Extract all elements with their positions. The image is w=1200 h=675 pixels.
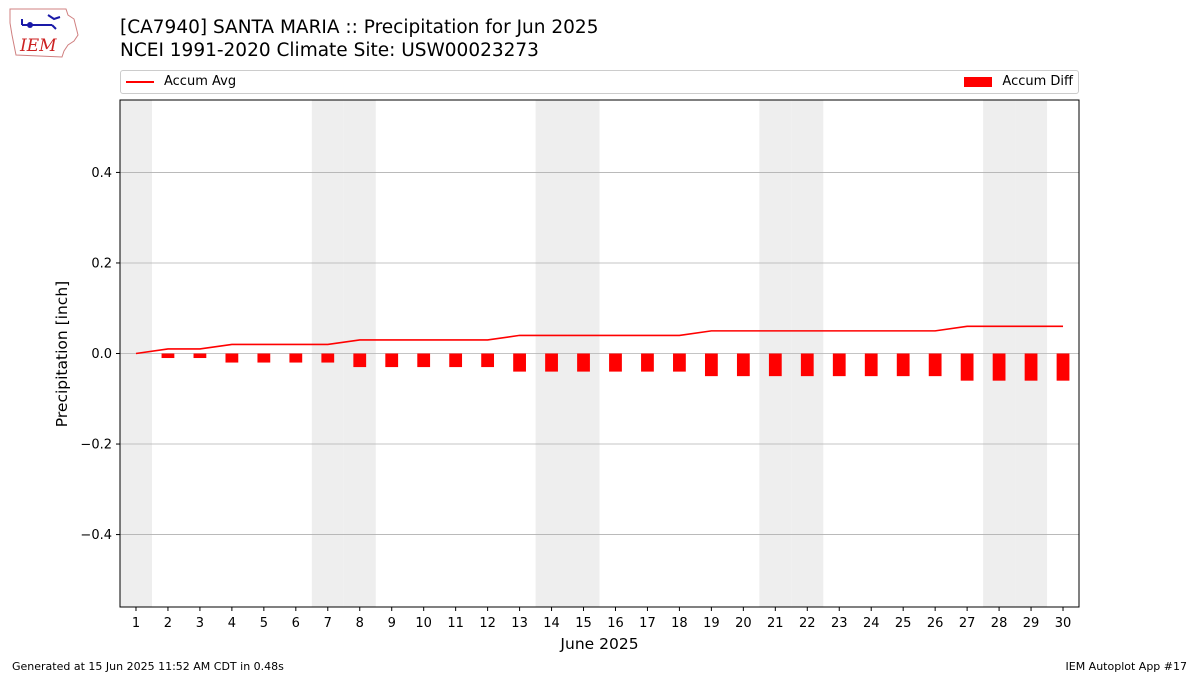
x-tick-label: 13 xyxy=(511,616,528,631)
x-tick-label: 23 xyxy=(831,616,848,631)
x-tick-label: 30 xyxy=(1055,616,1072,631)
accum-diff-bar-day-15 xyxy=(577,353,590,372)
x-tick-label: 8 xyxy=(356,616,364,631)
x-tick-label: 24 xyxy=(863,616,880,631)
accum-diff-bar-day-9 xyxy=(385,353,399,368)
accum-diff-bar-day-2 xyxy=(161,353,175,359)
x-tick-label: 18 xyxy=(671,616,688,631)
accum-diff-bar-day-12 xyxy=(481,353,495,368)
x-tick-label: 19 xyxy=(703,616,720,631)
x-tick-label: 17 xyxy=(639,616,656,631)
accum-diff-bar-day-3 xyxy=(193,353,207,359)
accum-diff-bar-day-14 xyxy=(545,353,558,372)
legend-item-accum-avg: Accum Avg xyxy=(126,74,236,89)
legend-item-accum-diff: Accum Diff xyxy=(964,74,1073,89)
y-tick-label: 0.4 xyxy=(91,166,112,181)
accum-diff-bar-day-25 xyxy=(896,353,910,377)
y-tick-label: −0.2 xyxy=(80,438,112,453)
accum-diff-bar-day-6 xyxy=(289,353,303,363)
chart-subtitle: NCEI 1991-2020 Climate Site: USW00023273 xyxy=(120,40,539,61)
accum-diff-bar-day-8 xyxy=(353,353,367,368)
logo-text: IEM xyxy=(19,36,57,56)
accum-diff-bar-day-5 xyxy=(257,353,271,363)
accum-diff-bar-day-11 xyxy=(449,353,463,368)
x-tick-label: 9 xyxy=(388,616,396,631)
accum-diff-bar-day-21 xyxy=(768,353,782,377)
y-axis-label: Precipitation [inch] xyxy=(53,281,71,427)
x-tick-label: 16 xyxy=(607,616,624,631)
x-tick-label: 12 xyxy=(479,616,496,631)
accum-diff-bar-day-13 xyxy=(513,353,526,372)
x-tick-label: 2 xyxy=(164,616,172,631)
accum-diff-bar-day-30 xyxy=(1056,353,1070,381)
x-axis-label: June 2025 xyxy=(559,635,638,653)
footer-app-text: IEM Autoplot App #17 xyxy=(1065,660,1188,673)
accum-diff-bar-day-22 xyxy=(800,353,814,377)
x-tick-label: 28 xyxy=(991,616,1008,631)
accum-diff-bar-day-19 xyxy=(704,353,718,377)
accum-diff-bar-day-24 xyxy=(864,353,878,377)
x-tick-label: 14 xyxy=(543,616,560,631)
x-tick-label: 6 xyxy=(292,616,300,631)
y-tick-label: −0.4 xyxy=(80,528,112,543)
accum-diff-bar-day-23 xyxy=(832,353,846,377)
x-tick-label: 4 xyxy=(228,616,236,631)
x-tick-label: 15 xyxy=(575,616,592,631)
x-tick-label: 1 xyxy=(132,616,140,631)
legend: Accum Avg Accum Diff xyxy=(120,70,1079,94)
x-tick-label: 5 xyxy=(260,616,268,631)
x-tick-label: 21 xyxy=(767,616,784,631)
x-tick-label: 3 xyxy=(196,616,204,631)
accum-diff-bar-day-26 xyxy=(928,353,942,377)
accum-diff-bar-day-29 xyxy=(1024,353,1038,381)
chart-title: [CA7940] SANTA MARIA :: Precipitation fo… xyxy=(120,17,599,38)
y-tick-label: 0.2 xyxy=(91,256,112,271)
iem-logo: IEM xyxy=(8,5,80,59)
x-tick-label: 10 xyxy=(415,616,432,631)
x-tick-label: 11 xyxy=(447,616,464,631)
legend-label-accum-diff: Accum Diff xyxy=(1002,74,1073,89)
accum-diff-bar-day-17 xyxy=(641,353,654,372)
y-tick-label: 0.0 xyxy=(91,347,112,362)
accum-diff-bar-day-10 xyxy=(417,353,431,368)
accum-diff-bar-day-7 xyxy=(321,353,335,363)
x-tick-label: 29 xyxy=(1023,616,1040,631)
legend-label-accum-avg: Accum Avg xyxy=(164,74,237,89)
x-tick-label: 20 xyxy=(735,616,752,631)
x-tick-label: 27 xyxy=(959,616,976,631)
accum-diff-bar-day-4 xyxy=(225,353,239,363)
accum-diff-bar-day-27 xyxy=(960,353,974,381)
accum-diff-bar-day-18 xyxy=(673,353,686,372)
footer-generated-text: Generated at 15 Jun 2025 11:52 AM CDT in… xyxy=(12,660,284,673)
x-tick-label: 22 xyxy=(799,616,816,631)
accum-diff-bar-day-28 xyxy=(992,353,1006,381)
accum-diff-bar-day-20 xyxy=(736,353,750,377)
x-tick-label: 7 xyxy=(324,616,332,631)
x-tick-label: 26 xyxy=(927,616,944,631)
accum-avg-line xyxy=(135,325,1064,355)
legend-bar-swatch xyxy=(964,76,993,87)
legend-line-swatch xyxy=(126,80,154,83)
x-tick-label: 25 xyxy=(895,616,912,631)
accum-diff-bar-day-16 xyxy=(609,353,622,372)
